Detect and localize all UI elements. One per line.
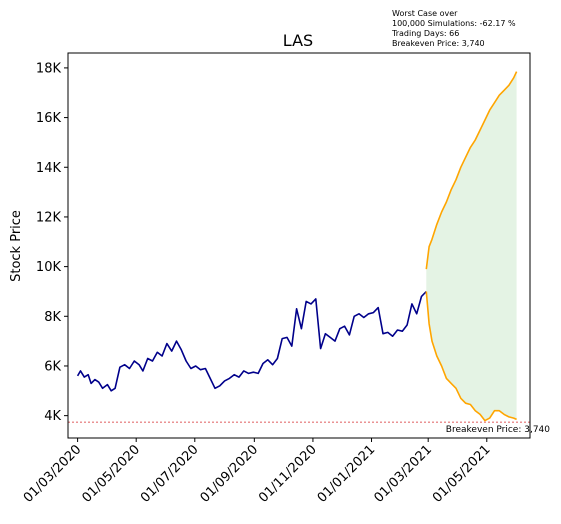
history-series-line [76, 290, 427, 392]
y-axis-label: Stock Price [9, 210, 24, 282]
y-tick-label: 10K [36, 260, 62, 275]
y-tick-label: 8K [44, 310, 61, 325]
annotation-line-4: Breakeven Price: 3,740 [392, 39, 485, 48]
y-tick-label: 6K [44, 359, 61, 374]
y-tick-label: 12K [36, 210, 62, 225]
projection-lower-line [425, 291, 517, 422]
series-layer [76, 71, 518, 422]
projection-band [426, 71, 517, 421]
y-tick-label: 4K [44, 409, 61, 424]
projection-upper-line [425, 71, 518, 270]
breakeven-label: Breakeven Price: 3,740 [446, 425, 550, 435]
annotation-line-3: Trading Days: 66 [391, 29, 459, 38]
y-tick-label: 16K [36, 111, 62, 126]
y-tick-label: 14K [36, 161, 62, 176]
annotation-line-2: 100,000 Simulations: -62.17 % [392, 19, 516, 28]
worst-case-annotation: Worst Case over 100,000 Simulations: -62… [391, 9, 516, 48]
projection-band-layer [426, 71, 517, 421]
y-tick-label: 18K [36, 61, 62, 76]
chart-title: LAS [283, 31, 313, 50]
annotation-line-1: Worst Case over [392, 9, 458, 18]
plot-frame [67, 52, 531, 439]
